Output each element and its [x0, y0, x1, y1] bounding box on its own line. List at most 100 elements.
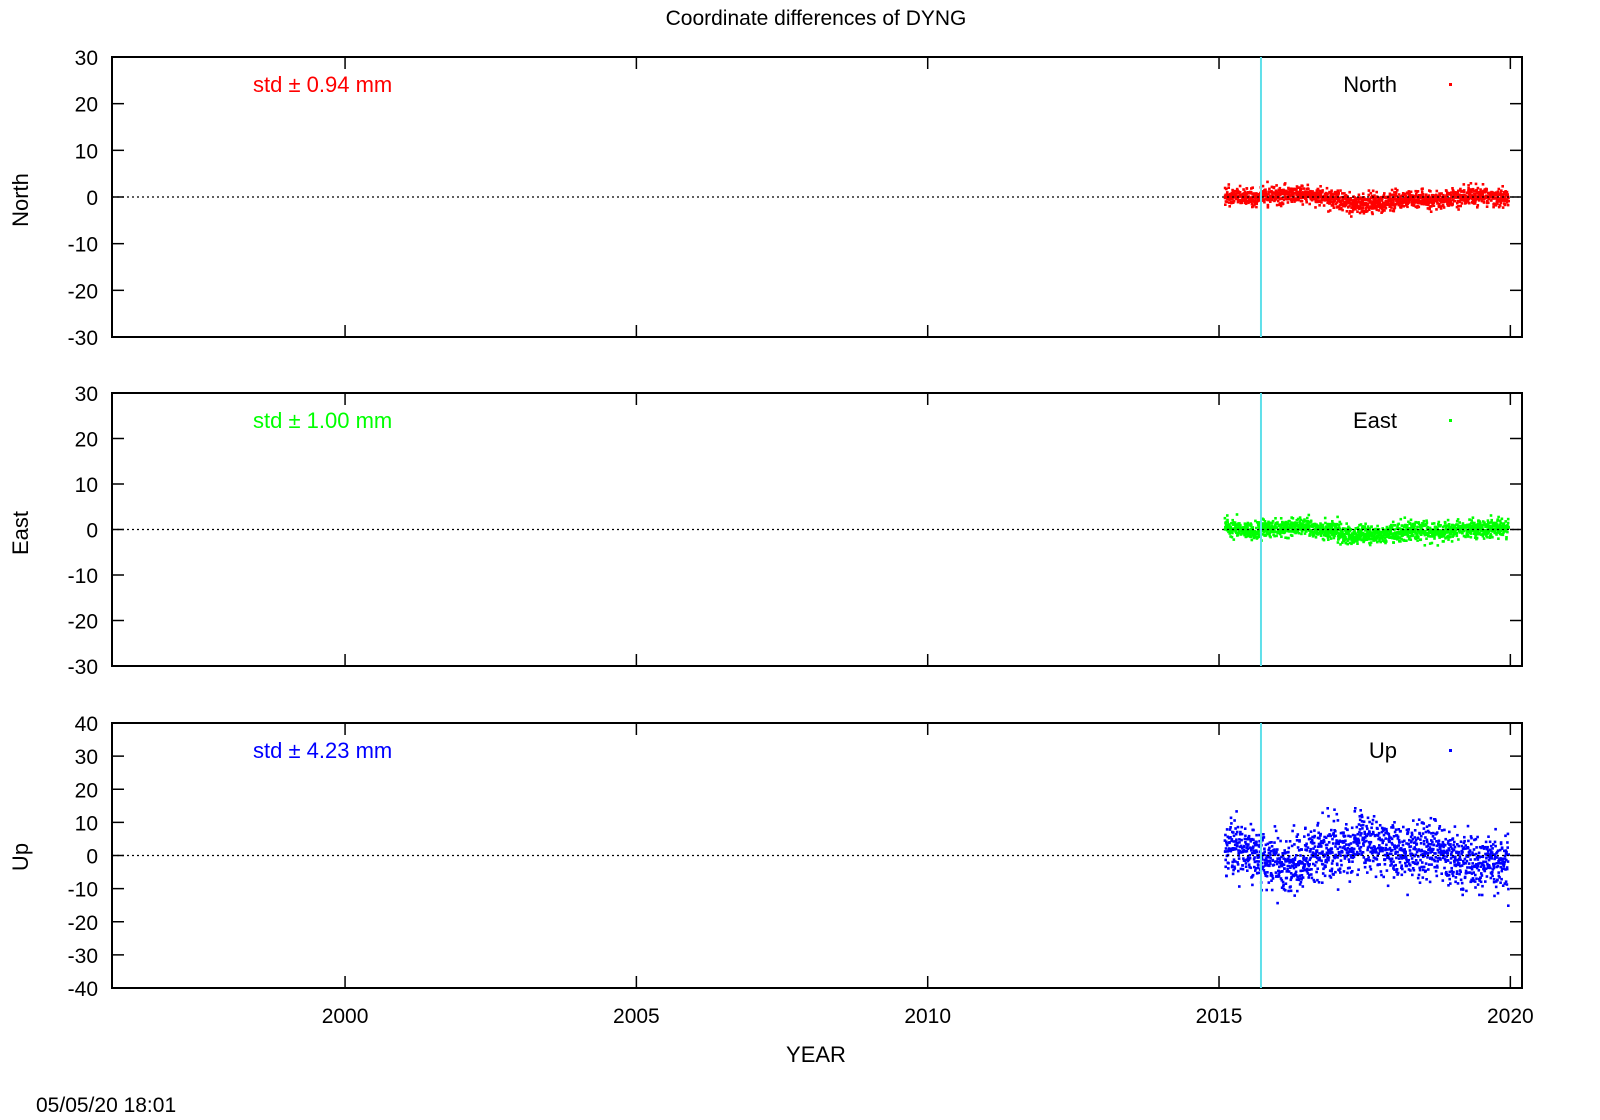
up-data-point	[1358, 831, 1361, 834]
east-data-point	[1444, 521, 1447, 525]
north-data-point	[1396, 198, 1399, 201]
up-data-point	[1507, 853, 1510, 856]
north-data-point	[1466, 198, 1469, 202]
up-data-point	[1282, 857, 1285, 860]
north-data-point	[1356, 210, 1359, 213]
north-data-point	[1496, 194, 1499, 198]
east-data-point	[1248, 529, 1251, 533]
north-data-point	[1336, 194, 1340, 197]
east-y-tick-label: 30	[75, 383, 98, 406]
north-data-point	[1305, 200, 1308, 204]
north-data-point	[1345, 202, 1348, 205]
up-data-point	[1363, 830, 1366, 834]
up-data-point	[1386, 884, 1390, 888]
up-data-point	[1430, 856, 1434, 860]
east-data-point	[1299, 518, 1303, 522]
east-data-point	[1254, 519, 1257, 523]
north-data-point	[1263, 198, 1267, 201]
up-data-point	[1421, 821, 1424, 824]
up-data-point	[1258, 839, 1261, 843]
north-data-point	[1350, 203, 1354, 206]
north-data-point	[1501, 185, 1504, 188]
up-data-point	[1327, 856, 1331, 859]
east-data-point	[1334, 525, 1338, 528]
east-data-point	[1389, 532, 1393, 535]
up-data-point	[1234, 840, 1238, 843]
up-data-point	[1441, 856, 1445, 860]
east-data-point	[1453, 531, 1457, 534]
north-data-point	[1375, 206, 1378, 210]
up-data-point	[1473, 865, 1476, 869]
east-data-point	[1402, 533, 1406, 536]
up-data-point	[1360, 853, 1363, 856]
up-data-point	[1381, 841, 1384, 845]
up-data-point	[1281, 852, 1284, 855]
north-data-point	[1399, 197, 1402, 201]
north-data-point	[1272, 185, 1276, 189]
east-data-point	[1469, 535, 1473, 539]
east-data-point	[1393, 528, 1396, 531]
up-data-point	[1451, 872, 1454, 875]
east-data-point	[1464, 535, 1467, 539]
up-data-point	[1469, 835, 1473, 838]
north-data-point	[1224, 203, 1227, 206]
east-data-point	[1361, 533, 1365, 537]
up-data-point	[1361, 836, 1365, 840]
up-data-point	[1345, 823, 1348, 826]
up-data-point	[1493, 840, 1497, 844]
north-data-point	[1321, 190, 1324, 194]
east-data-point	[1403, 539, 1406, 542]
east-data-point	[1462, 534, 1466, 538]
up-data-point	[1404, 851, 1407, 854]
north-data-point	[1393, 196, 1396, 200]
east-data-point	[1298, 525, 1302, 528]
up-data-point	[1477, 869, 1481, 872]
east-data-point	[1382, 535, 1385, 538]
up-data-point	[1228, 841, 1231, 844]
up-data-point	[1338, 867, 1342, 870]
north-data-point	[1393, 191, 1396, 194]
east-data-point	[1390, 525, 1394, 529]
east-data-point	[1375, 534, 1379, 538]
up-data-point	[1245, 842, 1248, 846]
north-data-point	[1244, 198, 1248, 201]
east-data-point	[1368, 541, 1371, 545]
east-data-point	[1337, 534, 1340, 537]
up-data-point	[1388, 846, 1392, 850]
up-data-point	[1355, 838, 1358, 842]
up-data-point	[1276, 857, 1279, 860]
north-data-point	[1438, 194, 1442, 197]
east-data-point	[1246, 521, 1250, 525]
east-data-point	[1369, 541, 1373, 544]
north-data-point	[1491, 191, 1494, 194]
north-data-point	[1426, 207, 1430, 210]
up-data-point	[1309, 856, 1312, 860]
up-data-point	[1247, 834, 1251, 838]
north-data-point	[1411, 202, 1414, 205]
north-data-point	[1435, 189, 1439, 193]
north-data-point	[1451, 203, 1454, 206]
north-data-point	[1349, 198, 1353, 202]
up-data-point	[1311, 842, 1314, 845]
up-data-point	[1365, 839, 1368, 843]
up-data-point	[1357, 839, 1361, 842]
up-data-point	[1372, 856, 1376, 859]
east-data-point	[1384, 534, 1388, 537]
east-data-point	[1343, 527, 1346, 530]
north-data-point	[1268, 196, 1271, 200]
north-data-point	[1296, 186, 1299, 189]
east-legend-marker	[1449, 419, 1452, 422]
north-data-point	[1255, 196, 1259, 200]
up-data-point	[1393, 821, 1396, 824]
up-data-point	[1396, 837, 1400, 840]
up-data-point	[1241, 867, 1245, 871]
north-data-point	[1349, 197, 1353, 200]
east-data-point	[1497, 526, 1501, 530]
north-data-point	[1367, 193, 1370, 197]
up-data-point	[1255, 872, 1259, 875]
up-data-point	[1336, 863, 1339, 867]
up-data-point	[1325, 843, 1329, 847]
east-data-point	[1406, 527, 1410, 530]
up-data-point	[1417, 855, 1420, 858]
up-data-point	[1234, 832, 1238, 836]
